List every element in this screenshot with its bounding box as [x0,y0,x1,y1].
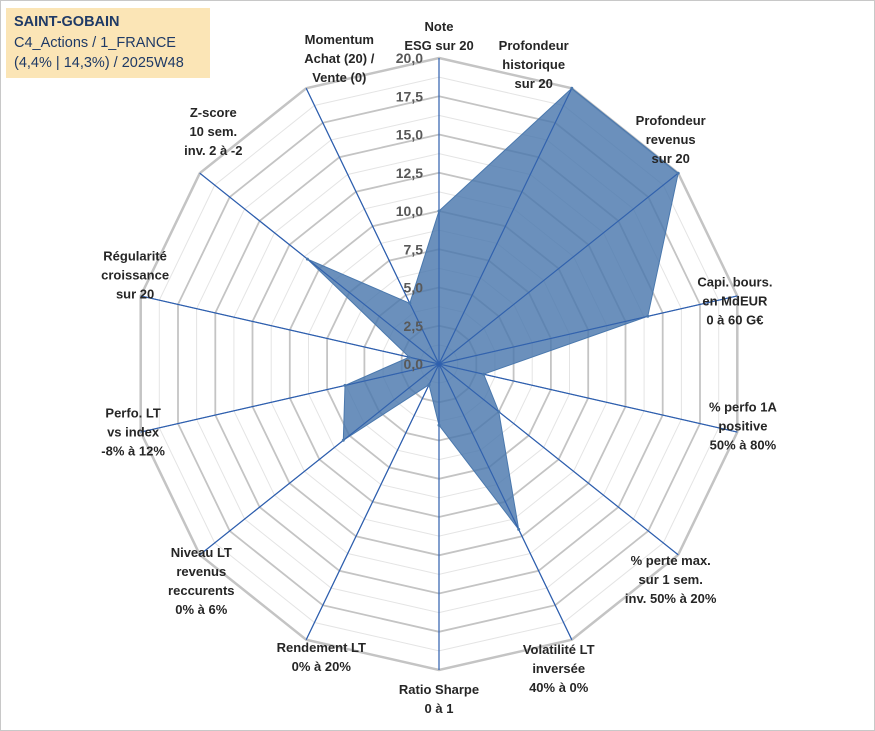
spoke-overlay [438,363,738,433]
spoke-overlay [199,172,440,365]
data-point [497,410,501,414]
spoke-overlay [438,363,573,640]
axis-label-line: Z-score [190,105,237,120]
axis-label-line: 40% à 0% [529,680,589,695]
data-point [341,438,345,442]
axis-label-line: -8% à 12% [101,444,165,459]
axis-label-line: Note [425,19,454,34]
axis-label-line: Volatilité LT [523,642,595,657]
spoke-overlay [140,363,440,433]
spoke-overlay [438,363,679,556]
axis-label-line: Niveau LT [171,545,232,560]
axis-label-line: inversée [532,661,585,676]
axis-label-line: % perte max. [631,553,711,568]
axis-label-line: sur 20 [116,286,154,301]
tick-label: 7,5 [404,241,424,257]
data-point [437,423,441,427]
tick-label: 10,0 [396,203,423,219]
axis-label-line: en MdEUR [702,293,768,308]
data-point [482,372,486,376]
axis-label-line: 50% à 80% [710,438,777,453]
data-point [305,257,309,261]
tick-label: 17,5 [396,88,423,104]
data-point [570,86,574,90]
data-point [437,209,441,213]
axis-label: Perfo. LT vs index -8% à 12% [101,406,165,459]
axis-label-line: positive [718,419,767,434]
axis-label-line: ESG sur 20 [404,38,473,53]
spoke-overlay [438,295,738,365]
data-point [517,527,521,531]
axis-label-line: % perfo 1A [709,400,778,415]
axis-label-line: Profondeur [499,38,569,53]
axis-label: Z-score 10 sem. inv. 2 à -2 [184,105,242,158]
spoke-overlay [438,172,679,365]
data-point [407,355,411,359]
tick-label: 2,5 [404,318,424,334]
spoke-overlay [305,88,440,365]
spoke-overlay [305,363,440,640]
axis-label: Niveau LT revenus reccurents 0% à 6% [168,545,234,617]
axis-label-line: historique [502,57,565,72]
title-stats: (4,4% | 14,3%) / 2025W48 [14,55,184,71]
axis-label: Profondeur historique sur 20 [499,38,569,91]
tick-label: 0,0 [404,356,424,372]
tick-label: 15,0 [396,127,423,143]
spoke-overlay [140,295,440,365]
axis-label: Note ESG sur 20 [404,19,473,53]
data-point [676,171,680,175]
spoke-overlay [199,363,440,556]
axis-label-line: Perfo. LT [105,406,160,421]
axis-label-line: sur 20 [652,151,690,166]
axis-label-line: Ratio Sharpe [399,682,479,697]
tick-label: 20,0 [396,50,423,66]
title-company: SAINT-GOBAIN [14,14,120,30]
axis-label-line: Rendement LT [277,640,366,655]
axis-label-line: reccurents [168,583,234,598]
axis-label: Profondeur revenus sur 20 [636,113,706,166]
axis-label: Volatilité LT inversée 40% à 0% [523,642,595,695]
data-point [646,314,650,318]
axis-label: Ratio Sharpe 0 à 1 [399,682,479,716]
axis-label-line: revenus [646,132,696,147]
chart-title-box: SAINT-GOBAIN C4_Actions / 1_FRANCE (4,4%… [6,8,210,78]
axis-label-line: Capi. bours. [697,274,772,289]
axis-label-line: vs index [107,425,160,440]
axis-label: Régularité croissance sur 20 [101,248,169,301]
axis-label-line: revenus [176,564,226,579]
axis-label: % perte max. sur 1 sem. inv. 50% à 20% [625,553,717,606]
axis-label-line: croissance [101,267,169,282]
axis-label-line: 0 à 1 [425,701,454,716]
axis-label-line: Achat (20) / [304,51,374,66]
axis-label: Rendement LT 0% à 20% [277,640,366,674]
radar-series-layer [140,58,738,670]
tick-label: 12,5 [396,165,423,181]
axis-label-line: inv. 2 à -2 [184,143,242,158]
axis-label-line: sur 1 sem. [639,572,703,587]
axis-label-line: inv. 50% à 20% [625,591,717,606]
series-area [307,87,679,530]
data-point [427,383,431,387]
radar-axis-labels: Note ESG sur 20 Profondeur historique sur 20… [101,19,777,716]
axis-label: Momentum Achat (20) / Vente (0) [304,32,374,85]
axis-label-line: Profondeur [636,113,706,128]
axis-label-line: sur 20 [515,76,553,91]
data-point [408,301,412,305]
axis-label: Capi. bours. en MdEUR 0 à 60 G€ [697,274,772,327]
radar-tick-labels: 0,0 2,5 5,0 7,5 10,0 12,5 15,0 17,5 20,0 [396,50,423,372]
axis-label-line: 0% à 6% [175,602,227,617]
axis-label-line: 0% à 20% [292,659,352,674]
axis-label-line: Régularité [103,248,167,263]
axis-label: % perfo 1A positive 50% à 80% [709,400,778,453]
tick-label: 5,0 [404,280,424,296]
axis-label-line: Momentum [305,32,374,47]
title-category: C4_Actions / 1_FRANCE [14,34,176,51]
axis-label-line: 10 sem. [189,124,237,139]
spoke-overlay [438,88,573,365]
axis-label-line: 0 à 60 G€ [706,312,763,327]
axis-label-line: Vente (0) [312,70,366,85]
data-point [343,383,347,387]
